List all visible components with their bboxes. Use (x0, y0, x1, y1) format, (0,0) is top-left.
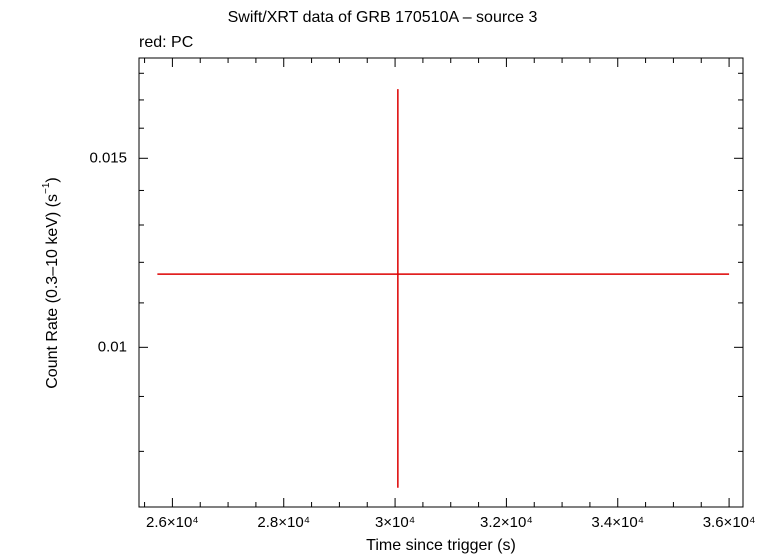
chart-subtitle: red: PC (139, 34, 194, 51)
y-tick-label: 0.015 (89, 149, 127, 167)
x-tick-label: 2.8×10⁴ (257, 514, 311, 531)
x-tick-label: 3.2×10⁴ (480, 514, 533, 531)
plot-frame (138, 57, 744, 508)
x-tick-label: 3.4×10⁴ (591, 514, 645, 531)
x-tick-label: 2.6×10⁴ (146, 514, 199, 531)
y-axis-label: Count Rate (0.3–10 keV) (s−1) (41, 177, 61, 389)
x-tick-label: 3×10⁴ (374, 514, 416, 531)
chart-title: Swift/XRT data of GRB 170510A – source 3 (227, 9, 538, 26)
x-tick-label: 3.6×10⁴ (702, 514, 756, 531)
y-tick-label: 0.01 (97, 338, 127, 356)
x-axis-label: Time since trigger (s) (366, 537, 516, 554)
